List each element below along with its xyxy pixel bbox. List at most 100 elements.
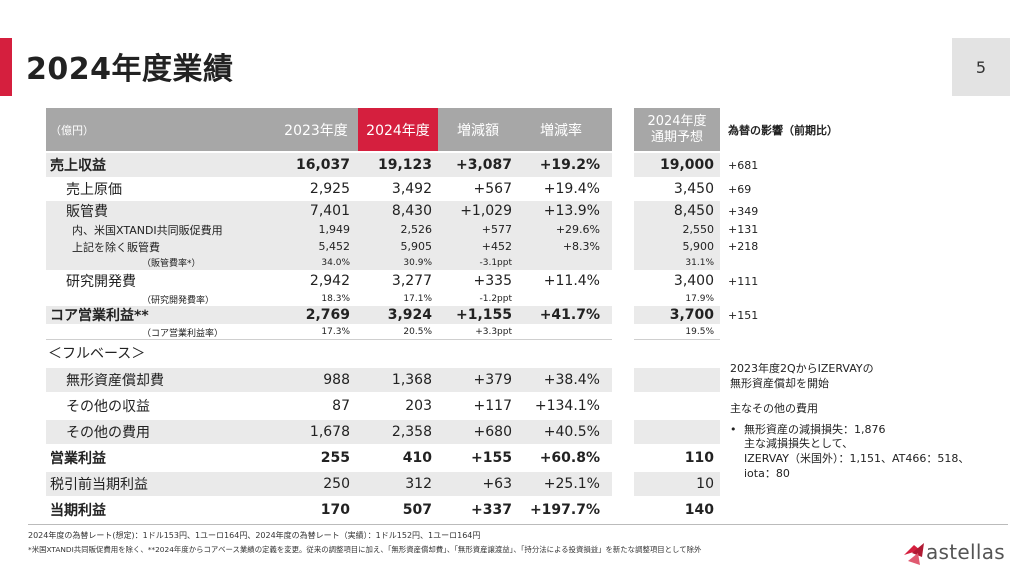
cell-value: +452 [481,240,512,253]
table-row: コア営業利益** 2,769 3,924 +1,155 +41.7% [46,306,612,324]
forecast-value: 19,000 [634,153,720,177]
cell-value: 2,925 [309,181,350,197]
cell-value: 1,368 [391,372,432,388]
row-label: （研究開発費率） [142,295,215,306]
cell-value: +337 [471,502,512,518]
cell-value [516,324,600,340]
forecast-column: 2024年度 通期予想 19,000 3,450 8,450 2,550 5,9… [634,108,720,522]
fx-value: +681 [728,158,759,172]
cell-value: 17.3% [321,327,350,337]
cell-value: 18.3% [321,294,350,304]
cell-value: +60.8% [539,450,600,466]
impairment-item: • 無形資産の減損損失：1,876 主な減損損失として、 IZERVAY（米国外… [730,423,1010,482]
forecast-header-line2: 通期予想 [650,129,703,145]
astellas-logo-icon [904,543,924,565]
cell-value: +40.5% [543,424,600,440]
cell-value: +3.3ppt [475,327,512,337]
cell-value: 2,526 [400,223,433,236]
fx-value: +69 [728,182,752,196]
cell-value: +8.3% [562,240,600,253]
unit-label: （億円） [50,123,94,137]
cell-value [516,255,600,270]
header-fy2024: 2024年度 [358,108,438,151]
cell-value: 2,358 [391,424,432,440]
impairment-line1: 無形資産の減損損失：1,876 [744,422,886,436]
cell-value [516,292,600,306]
impairment-line2: 主な減損損失として、 [744,437,854,451]
cell-value: 19,123 [377,157,432,173]
footnote-fx-rate: 2024年度の為替レート(想定)：1ドル153円、1ユーロ164円、2024年度… [28,531,481,540]
cell-value: 203 [405,398,432,414]
cell-value: 87 [332,398,350,414]
forecast-value: 19.5% [634,324,720,340]
table-row: 無形資産償却費 988 1,368 +379 +38.4% [46,368,612,392]
forecast-value: 110 [684,450,714,466]
cell-value: +1,155 [455,307,512,323]
cell-value: +63 [482,476,512,492]
cell-value: 8,430 [391,203,432,219]
footer-divider [28,524,1008,525]
cell-value: 1,949 [318,223,351,236]
page-title: 2024年度業績 [26,52,234,87]
page-number: 5 [952,38,1010,96]
cell-value: +155 [471,450,512,466]
cell-value: +567 [473,181,512,197]
cell-value: +577 [481,223,512,236]
cell-value: +1,029 [460,203,512,219]
forecast-header: 2024年度 通期予想 [634,108,720,151]
forecast-value: 140 [684,502,714,518]
table-row: 売上原価 2,925 3,492 +567 +19.4% [46,177,612,201]
table-row: 売上収益 16,037 19,123 +3,087 +19.2% [46,153,612,177]
cell-value: +197.7% [529,502,600,518]
fx-value: +131 [728,223,759,236]
forecast-value: 3,450 [673,181,714,197]
fx-value: +349 [728,204,759,218]
forecast-value: 17.9% [685,294,714,304]
forecast-blank [634,368,720,392]
cell-value: 255 [320,450,350,466]
row-label: 税引前当期利益 [50,477,148,493]
cell-value: +19.4% [543,181,600,197]
row-label: 上記を除く販管費 [72,240,160,254]
table-row: （コア営業利益率） 17.3% 20.5% +3.3ppt [46,324,612,340]
cell-value: +41.7% [539,307,600,323]
table-row: その他の費用 1,678 2,358 +680 +40.5% [46,420,612,444]
fx-impact-column: 為替の影響（前期比） +681 +69 +349 +131 +218 +111 … [728,108,848,324]
forecast-value: 8,450 [634,201,720,221]
row-label: 販管費 [66,204,108,220]
title-accent-bar [0,38,12,96]
cell-value: 20.5% [403,327,432,337]
forecast-value: 31.1% [634,255,720,270]
table-row: 内、米国XTANDI共同販促費用 1,949 2,526 +577 +29.6% [46,221,612,238]
cell-value: +379 [473,372,512,388]
table-row: （販管費率*） 34.0% 30.9% -3.1ppt [46,255,612,270]
cell-value: 17.1% [403,294,432,304]
row-label: 無形資産償却費 [66,373,164,389]
cell-value: 34.0% [321,257,350,268]
forecast-value: 10 [634,472,720,496]
cell-value: 3,492 [391,181,432,197]
impairment-line4: iota：80 [744,467,790,481]
table-row: その他の収益 87 203 +117 +134.1% [46,394,612,418]
row-label: その他の収益 [66,399,150,415]
table-row: 上記を除く販管費 5,452 5,905 +452 +8.3% [46,238,612,255]
forecast-value: 3,700 [634,306,720,324]
logo-text: astellas [926,540,1006,564]
fx-header: 為替の影響（前期比） [728,123,838,137]
cell-value: 5,905 [400,240,433,253]
cell-value: 3,924 [387,307,432,323]
row-label: 当期利益 [50,503,106,519]
footnote-definitions: *米国XTANDI共同販促費用を除く、**2024年度からコアベース業績の定義を… [28,545,702,554]
forecast-value: 5,900 [634,238,720,255]
cell-value: +335 [473,273,512,289]
cell-value: 410 [402,450,432,466]
cell-value: 170 [320,502,350,518]
bullet-icon: • [730,422,737,436]
cell-value: 16,037 [295,157,350,173]
row-label: 売上収益 [50,158,106,174]
table-header: （億円） 2023年度 2024年度 増減額 増減率 [46,108,612,151]
forecast-spacer [634,340,720,366]
row-label: コア営業利益** [50,308,149,324]
header-change-rate: 増減率 [540,122,582,139]
row-label: 営業利益 [50,451,106,467]
